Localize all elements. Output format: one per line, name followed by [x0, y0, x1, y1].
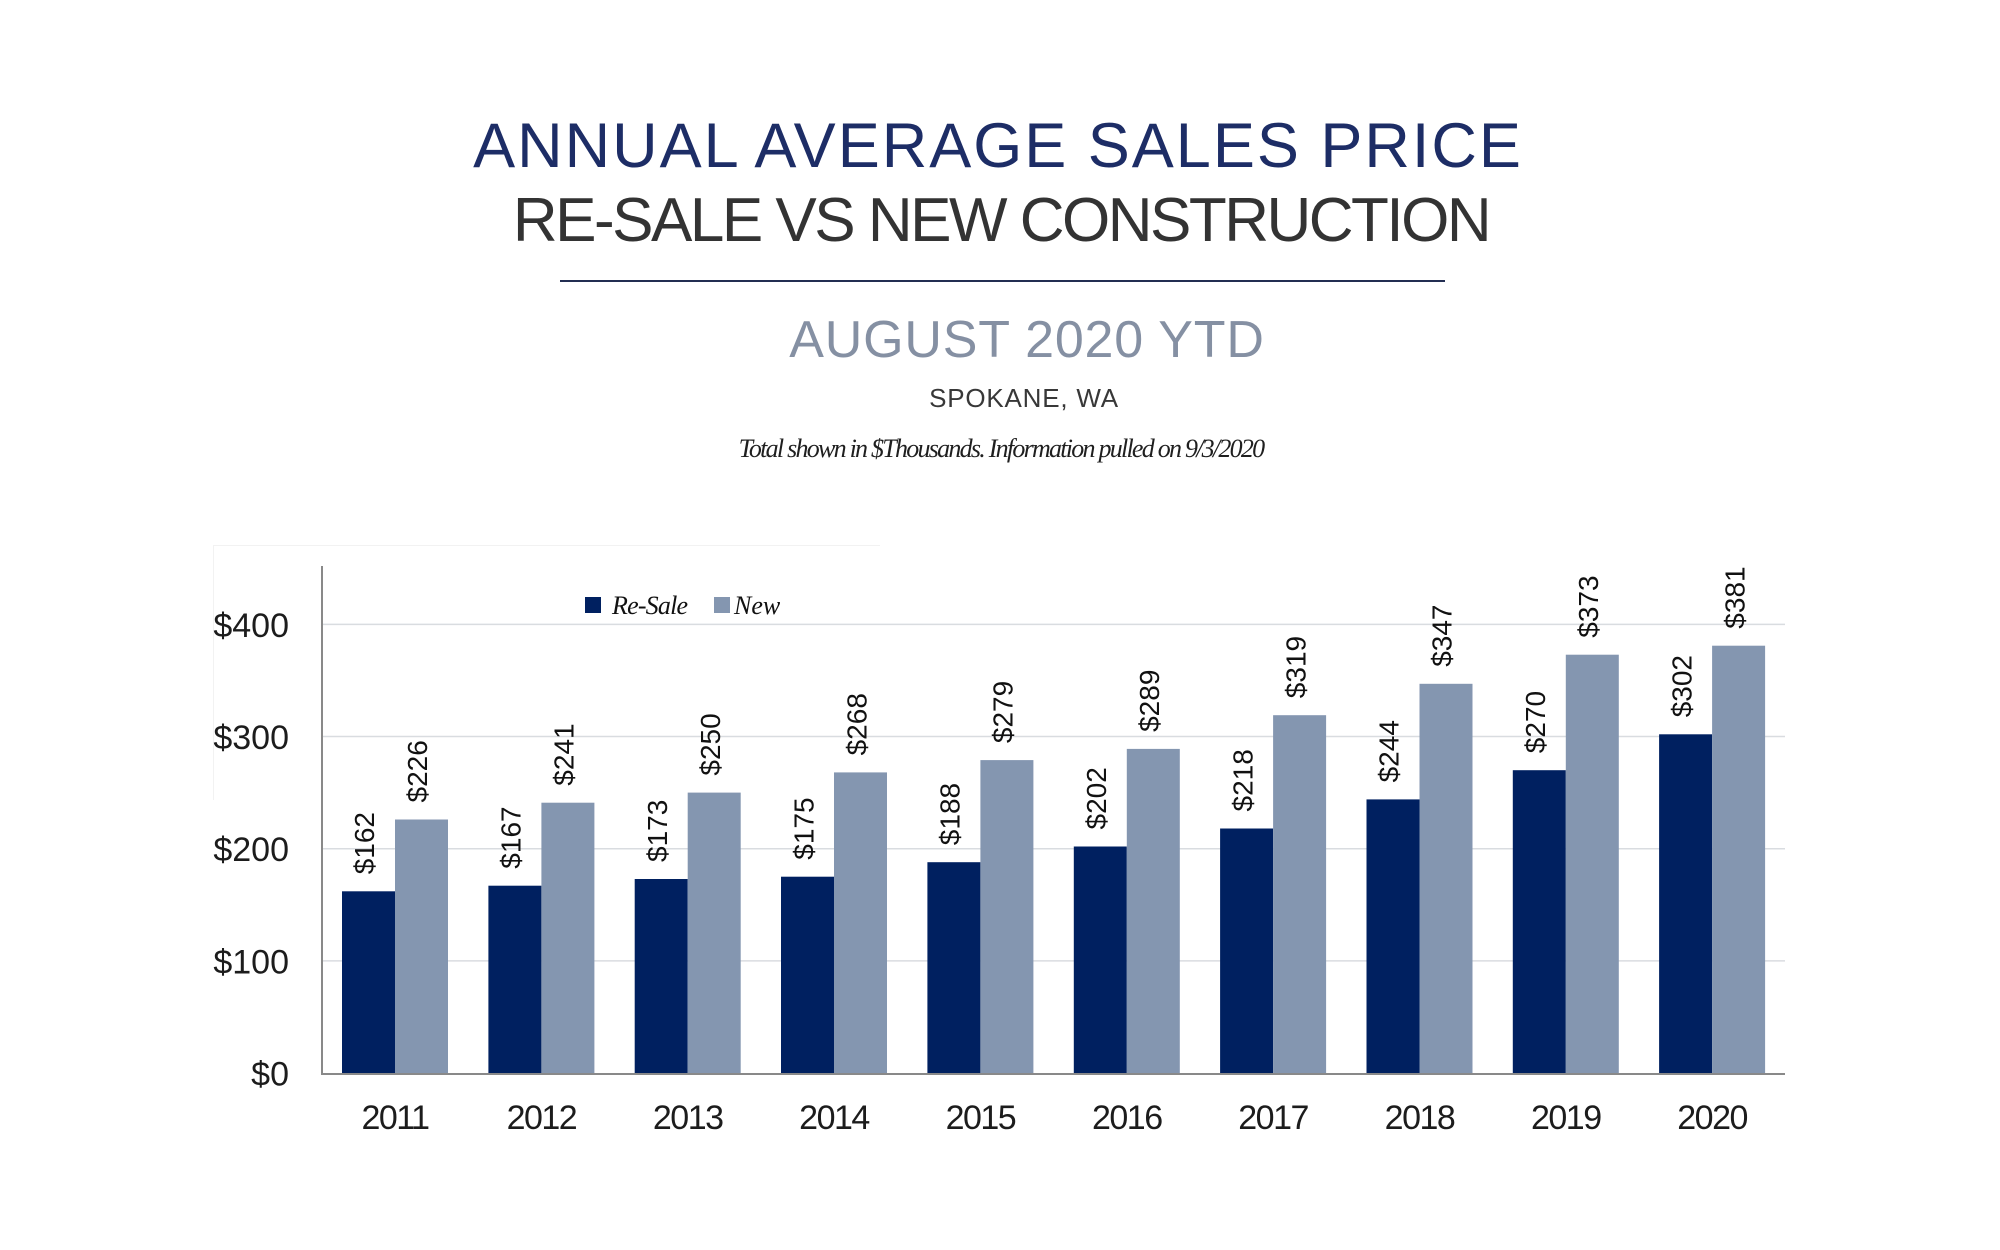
- svg-text:2013: 2013: [653, 1099, 723, 1137]
- svg-text:$202: $202: [1081, 767, 1112, 829]
- svg-text:$270: $270: [1520, 691, 1551, 753]
- svg-text:New: New: [733, 591, 781, 620]
- svg-text:$319: $319: [1280, 636, 1311, 698]
- svg-text:$0: $0: [251, 1055, 289, 1093]
- svg-text:2020: 2020: [1677, 1099, 1747, 1137]
- svg-text:$226: $226: [402, 740, 433, 802]
- svg-text:$373: $373: [1573, 575, 1604, 637]
- svg-text:$302: $302: [1666, 655, 1697, 717]
- svg-text:$218: $218: [1227, 749, 1258, 811]
- svg-text:2018: 2018: [1385, 1099, 1455, 1137]
- svg-text:$300: $300: [213, 719, 289, 757]
- svg-text:Re-Sale: Re-Sale: [611, 591, 688, 620]
- svg-text:$381: $381: [1719, 566, 1750, 628]
- svg-text:$241: $241: [549, 723, 580, 785]
- svg-text:$173: $173: [642, 800, 673, 862]
- svg-text:2015: 2015: [946, 1099, 1016, 1137]
- svg-text:$162: $162: [349, 812, 380, 874]
- svg-text:$279: $279: [988, 681, 1019, 743]
- svg-text:2011: 2011: [361, 1099, 429, 1137]
- svg-text:$400: $400: [213, 607, 289, 645]
- svg-text:2019: 2019: [1531, 1099, 1601, 1137]
- svg-text:2016: 2016: [1092, 1099, 1162, 1137]
- svg-text:$100: $100: [213, 943, 289, 981]
- svg-text:$244: $244: [1374, 720, 1405, 782]
- svg-text:$188: $188: [935, 783, 966, 845]
- svg-text:$289: $289: [1134, 670, 1165, 732]
- svg-text:2017: 2017: [1238, 1099, 1308, 1137]
- svg-text:$250: $250: [695, 713, 726, 775]
- svg-text:$347: $347: [1427, 605, 1458, 667]
- svg-text:2014: 2014: [799, 1099, 869, 1137]
- svg-text:$200: $200: [213, 831, 289, 869]
- svg-text:2012: 2012: [507, 1099, 577, 1137]
- svg-text:$175: $175: [788, 797, 819, 859]
- svg-text:$268: $268: [841, 693, 872, 755]
- svg-text:$167: $167: [496, 806, 527, 868]
